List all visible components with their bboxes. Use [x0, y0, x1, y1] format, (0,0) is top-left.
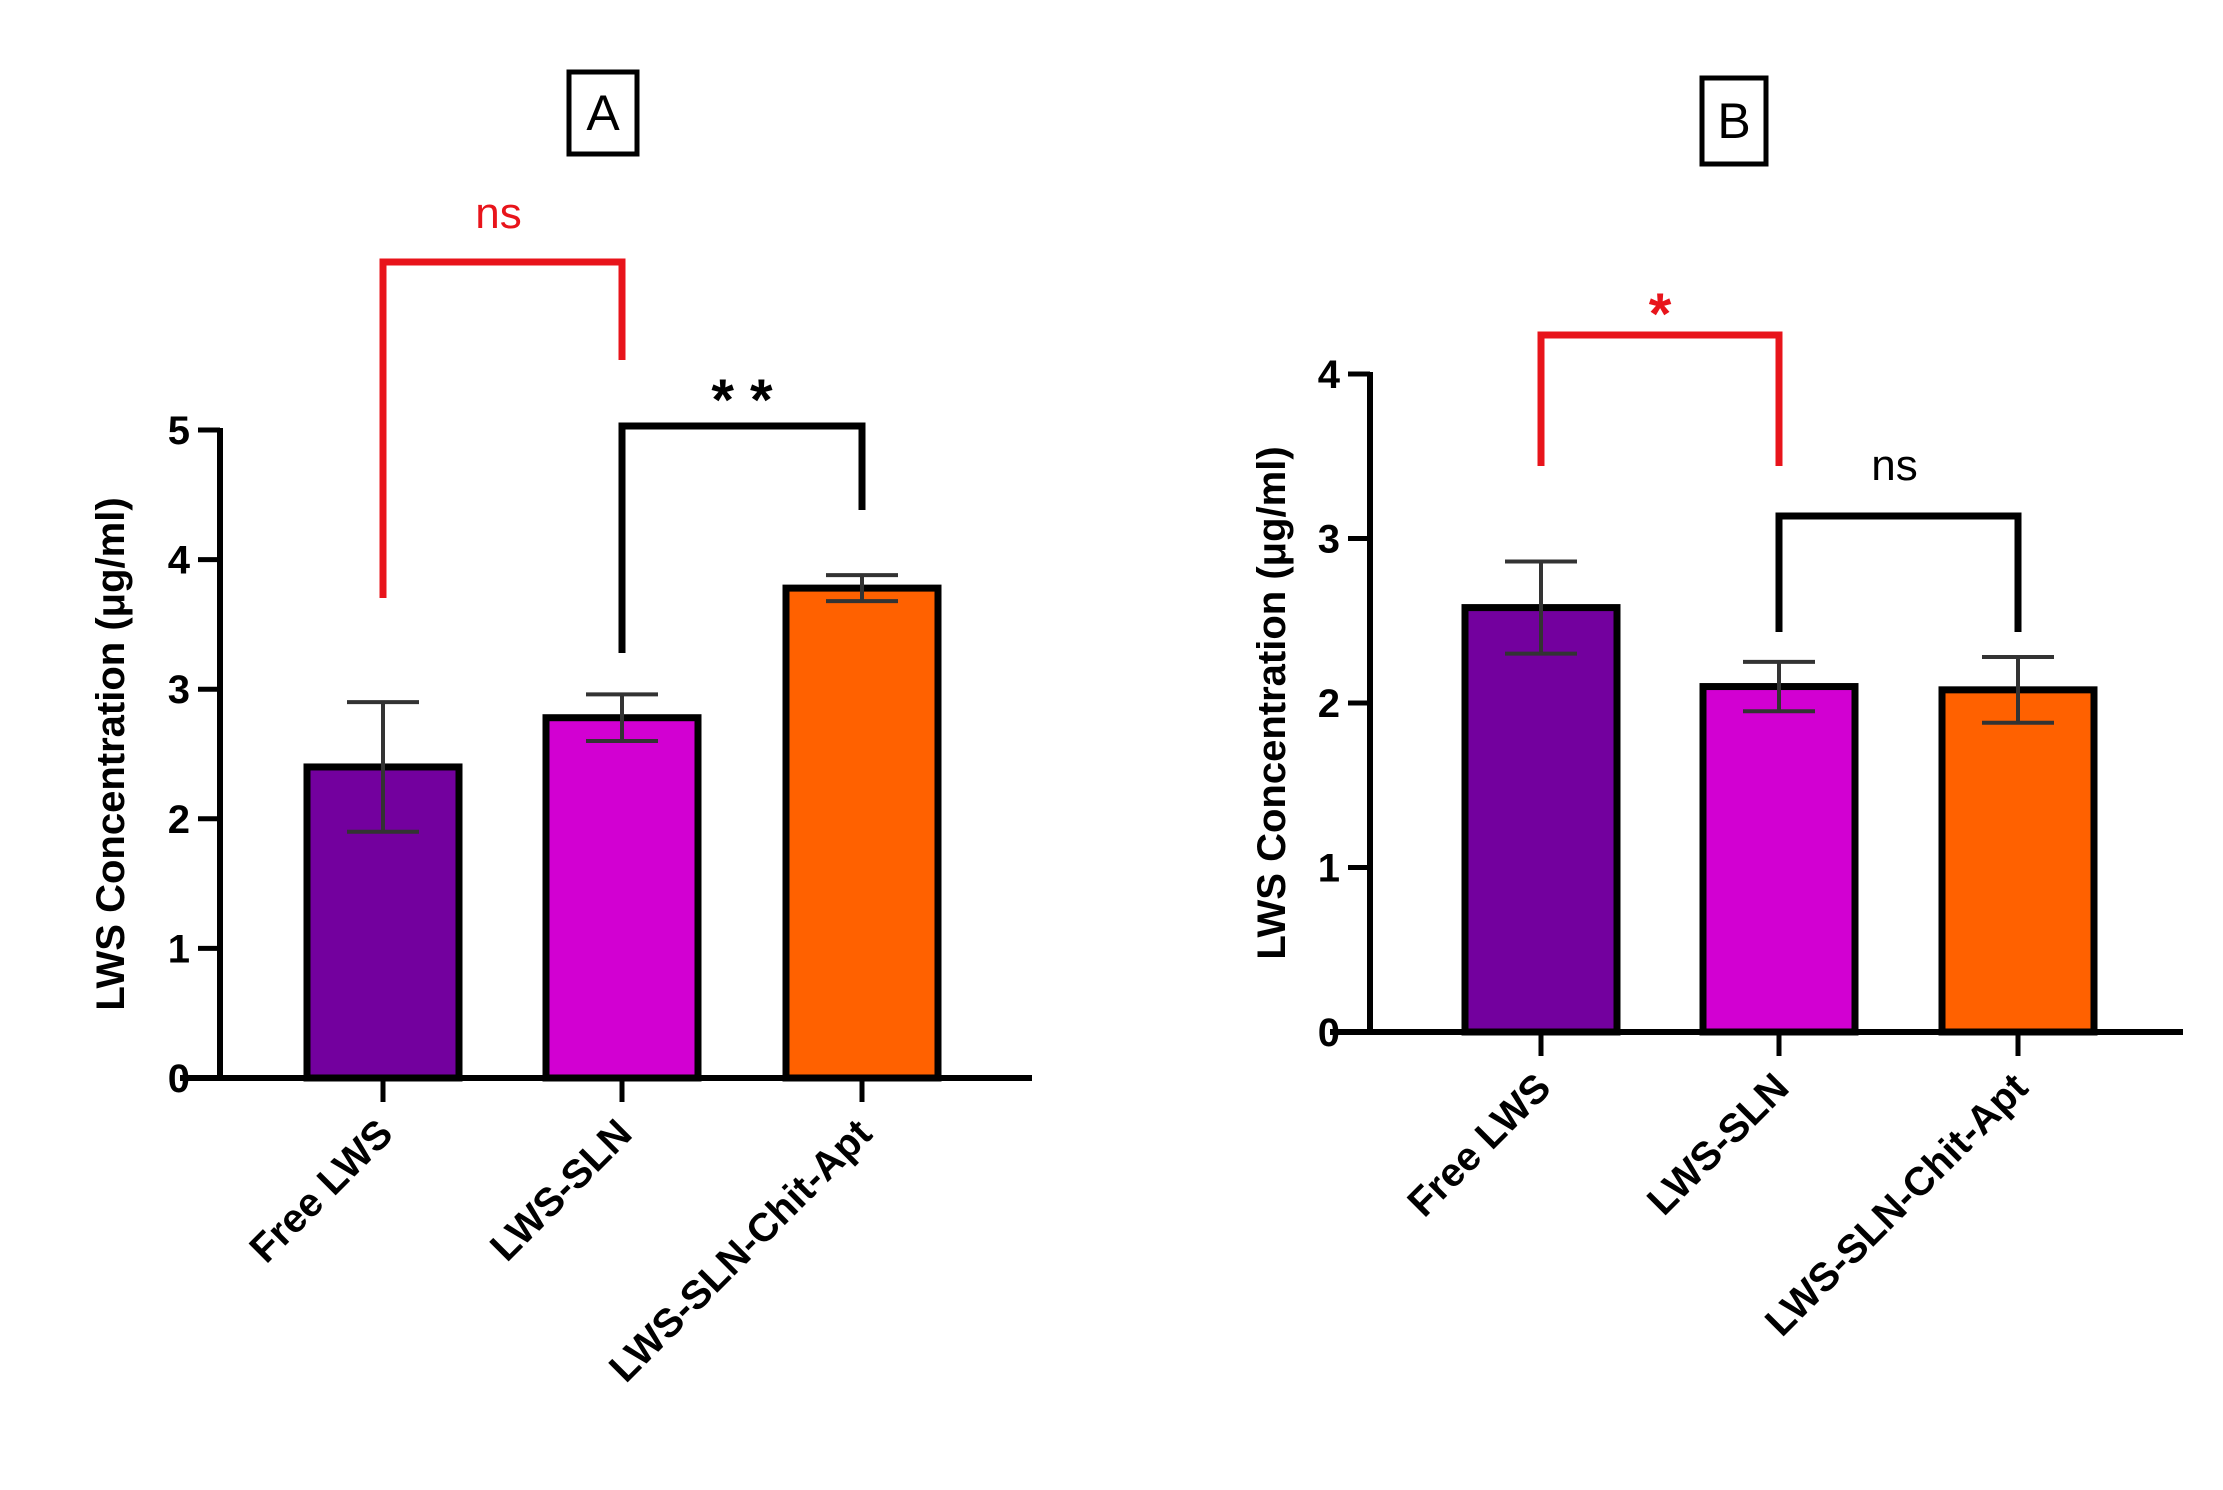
panel-b-y-tick-label-3: 3 [1318, 518, 1340, 562]
panel-b-significance-line-1 [1775, 512, 2022, 632]
panel-a-bar-1 [542, 714, 702, 1082]
panel-b-significance-label-1: ns [1871, 441, 1917, 490]
panel-a-category-label-1: LWS-SLN [482, 1111, 640, 1269]
panel-b-y-axis-title: LWS Concentration (μg/ml) [1250, 446, 1294, 959]
panel-b-error-bar-0 [1505, 559, 1577, 656]
panel-a-significance-label-0: ns [475, 189, 521, 238]
panel-a-category-label-0: Free LWS [241, 1111, 401, 1271]
panel-a-error-bar-1 [586, 692, 658, 744]
panel-a-significance-bracket-1: * * [618, 368, 866, 653]
panel-b-significance-bracket-0: * [1537, 282, 1783, 466]
panel-a-significance-line-0 [379, 258, 626, 598]
panel-b-error-bar-2 [1982, 654, 2054, 725]
panel-b-significance-label-0: * [1649, 282, 1672, 347]
panel-b-significance-bracket-1: ns [1775, 441, 2022, 632]
panel-a-y-tick-label-4: 4 [168, 539, 191, 583]
panel-b-error-bar-1 [1743, 659, 1815, 714]
panel-a-label: A [586, 85, 620, 141]
panel-a-category-label-2: LWS-SLN-Chit-Apt [601, 1111, 880, 1390]
panel-a-y-tick-label-0: 0 [168, 1057, 190, 1101]
panel-a-significance-label-1: * * [711, 368, 773, 433]
panel-b-bar-2 [1938, 686, 2098, 1036]
panel-a-bar-2 [782, 584, 942, 1082]
panel-a-y-tick-label-1: 1 [168, 927, 190, 971]
panel-b-significance-line-0 [1537, 331, 1783, 466]
panel-b-label-box [1699, 75, 1769, 167]
panel-a-significance-bracket-0: ns [379, 189, 626, 598]
panel-a-y-tick-label-5: 5 [168, 409, 190, 453]
panel-a-error-bar-0 [347, 700, 419, 834]
panel-b-y-tick-label-4: 4 [1318, 353, 1341, 397]
panel-a-error-bar-2 [826, 573, 898, 604]
panel-b-bar-0 [1461, 604, 1621, 1036]
panel-b-label: B [1717, 93, 1750, 149]
panel-b-bar-1 [1699, 683, 1859, 1036]
panel-b-category-label-1: LWS-SLN [1639, 1065, 1797, 1223]
panel-b-y-tick-label-1: 1 [1318, 847, 1340, 891]
panel-a-y-axis-title: LWS Concentration (μg/ml) [89, 497, 133, 1010]
panel-a-significance-line-1 [618, 422, 866, 653]
panel-b-y-tick-label-2: 2 [1318, 682, 1340, 726]
panel-b-category-label-2: LWS-SLN-Chit-Apt [1757, 1065, 2036, 1344]
panel-a-y-tick-label-3: 3 [168, 668, 190, 712]
panel-a-label-box [566, 69, 640, 157]
panel-b-category-label-0: Free LWS [1399, 1065, 1559, 1225]
panel-a-y-tick-label-2: 2 [168, 798, 190, 842]
panel-b-y-tick-label-0: 0 [1318, 1011, 1340, 1055]
